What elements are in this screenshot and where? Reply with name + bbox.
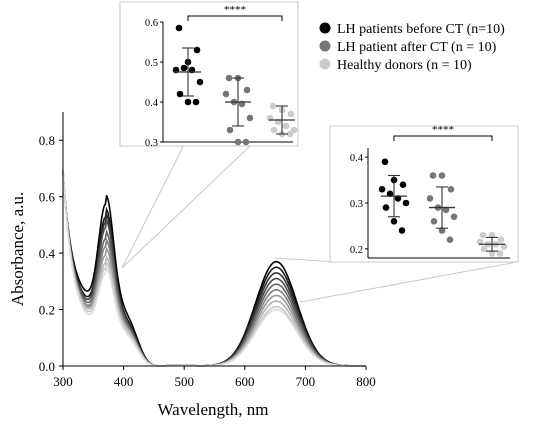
inset-data-point [193, 46, 201, 54]
legend-marker-before-ct [319, 22, 331, 34]
x-tick-label: 300 [53, 374, 73, 389]
x-tick-label: 600 [235, 374, 255, 389]
inset-data-point [176, 90, 184, 98]
x-tick-label: 400 [114, 374, 134, 389]
inset-data-point [488, 231, 496, 239]
x-axis-label: Wavelength, nm [158, 400, 269, 419]
legend-label-after-ct: LH patient after CT (n = 10) [337, 40, 497, 55]
inset-data-point [290, 126, 298, 134]
inset-data-point [390, 218, 398, 225]
inset-chart-370nm: 0.3 0.4 0.5 0.6 **** [119, 1, 299, 149]
inset-data-point [426, 195, 434, 202]
inset-data-point [269, 102, 277, 110]
inset-data-point [270, 126, 278, 134]
legend-label-before-ct: LH patients before CT (n=10) [337, 22, 505, 37]
inset-y-tick-label: 0.5 [145, 58, 158, 69]
inset-data-point [243, 86, 251, 94]
inset-data-point [286, 130, 294, 138]
inset-data-point [430, 218, 438, 225]
inset-y-tick-label: 0.3 [145, 138, 158, 149]
inset-data-point [497, 236, 505, 243]
inset-data-point [429, 172, 437, 179]
spectrum-curve-10 [62, 168, 366, 367]
inset-data-point [438, 227, 446, 234]
inset-data-point [496, 250, 504, 257]
inset-data-point [398, 227, 406, 234]
inset-data-point [381, 158, 389, 166]
significance-bracket [393, 135, 493, 141]
inset-data-point [192, 98, 200, 106]
x-tick-label: 800 [356, 374, 376, 389]
inset-y-tick-label: 0.6 [145, 18, 158, 29]
inset-chart-650nm: 0.2 0.3 0.4 **** [329, 124, 519, 263]
legend: LH patients before CT (n=10) LH patient … [319, 22, 505, 73]
inset-data-point [184, 98, 192, 106]
spectrum-curves [62, 168, 366, 367]
inset-data-point [378, 185, 386, 193]
inset-data-point [287, 110, 295, 118]
inset-frame [119, 1, 299, 147]
inset-data-point [282, 122, 290, 130]
legend-marker-after-ct [319, 40, 331, 52]
spectrum-curve-1 [62, 172, 366, 367]
inset-data-point [480, 245, 488, 253]
legend-marker-healthy [319, 58, 331, 70]
y-tick-label: 0.0 [39, 359, 55, 374]
y-tick-label: 0.2 [39, 303, 55, 318]
inset-data-point [488, 250, 496, 257]
inset-data-point [175, 24, 183, 32]
main-axes: 300 400 500 600 700 800 0.0 0.2 0.4 0.6 0.8 [39, 112, 376, 389]
inset-data-point [382, 204, 390, 211]
inset-data-point [225, 74, 233, 82]
inset-data-point [447, 185, 455, 193]
main-spectrum-chart: 300 400 500 600 700 800 0.0 0.2 0.4 0.6 0.8 Wavele… [8, 112, 376, 419]
inset-data-point [450, 213, 458, 221]
zoom-guide-line [273, 257, 338, 263]
inset-data-point [399, 181, 407, 188]
y-tick-label: 0.4 [39, 246, 56, 261]
significance-bracket [187, 15, 283, 21]
x-tick-label: 500 [174, 374, 194, 389]
y-tick-label: 0.6 [39, 190, 56, 205]
inset-frame [329, 125, 519, 263]
inset-data-point [242, 138, 250, 146]
inset-data-point [438, 172, 446, 179]
inset-data-point [180, 64, 188, 72]
y-tick-label: 0.8 [39, 133, 55, 148]
inset-data-point [226, 126, 234, 134]
inset-data-point [446, 236, 454, 243]
legend-label-healthy: Healthy donors (n = 10) [337, 58, 472, 73]
inset-data-point [402, 199, 410, 207]
inset-data-point [196, 78, 204, 86]
inset-y-tick-label: 0.2 [350, 245, 363, 256]
inset-data-point [479, 231, 487, 239]
inset-y-tick-label: 0.4 [350, 153, 364, 164]
zoom-guide-line [299, 261, 518, 303]
zoom-guide-line [121, 145, 251, 269]
x-tick-label: 700 [296, 374, 316, 389]
y-axis-label: Absorbance, a.u. [8, 192, 27, 306]
inset-y-tick-label: 0.3 [350, 199, 363, 210]
significance-label: **** [224, 4, 246, 16]
inset-data-point [246, 114, 254, 122]
inset-data-point [234, 138, 242, 146]
inset-y-tick-label: 0.4 [145, 98, 159, 109]
inset-data-point [222, 90, 230, 98]
significance-label: **** [432, 124, 454, 136]
